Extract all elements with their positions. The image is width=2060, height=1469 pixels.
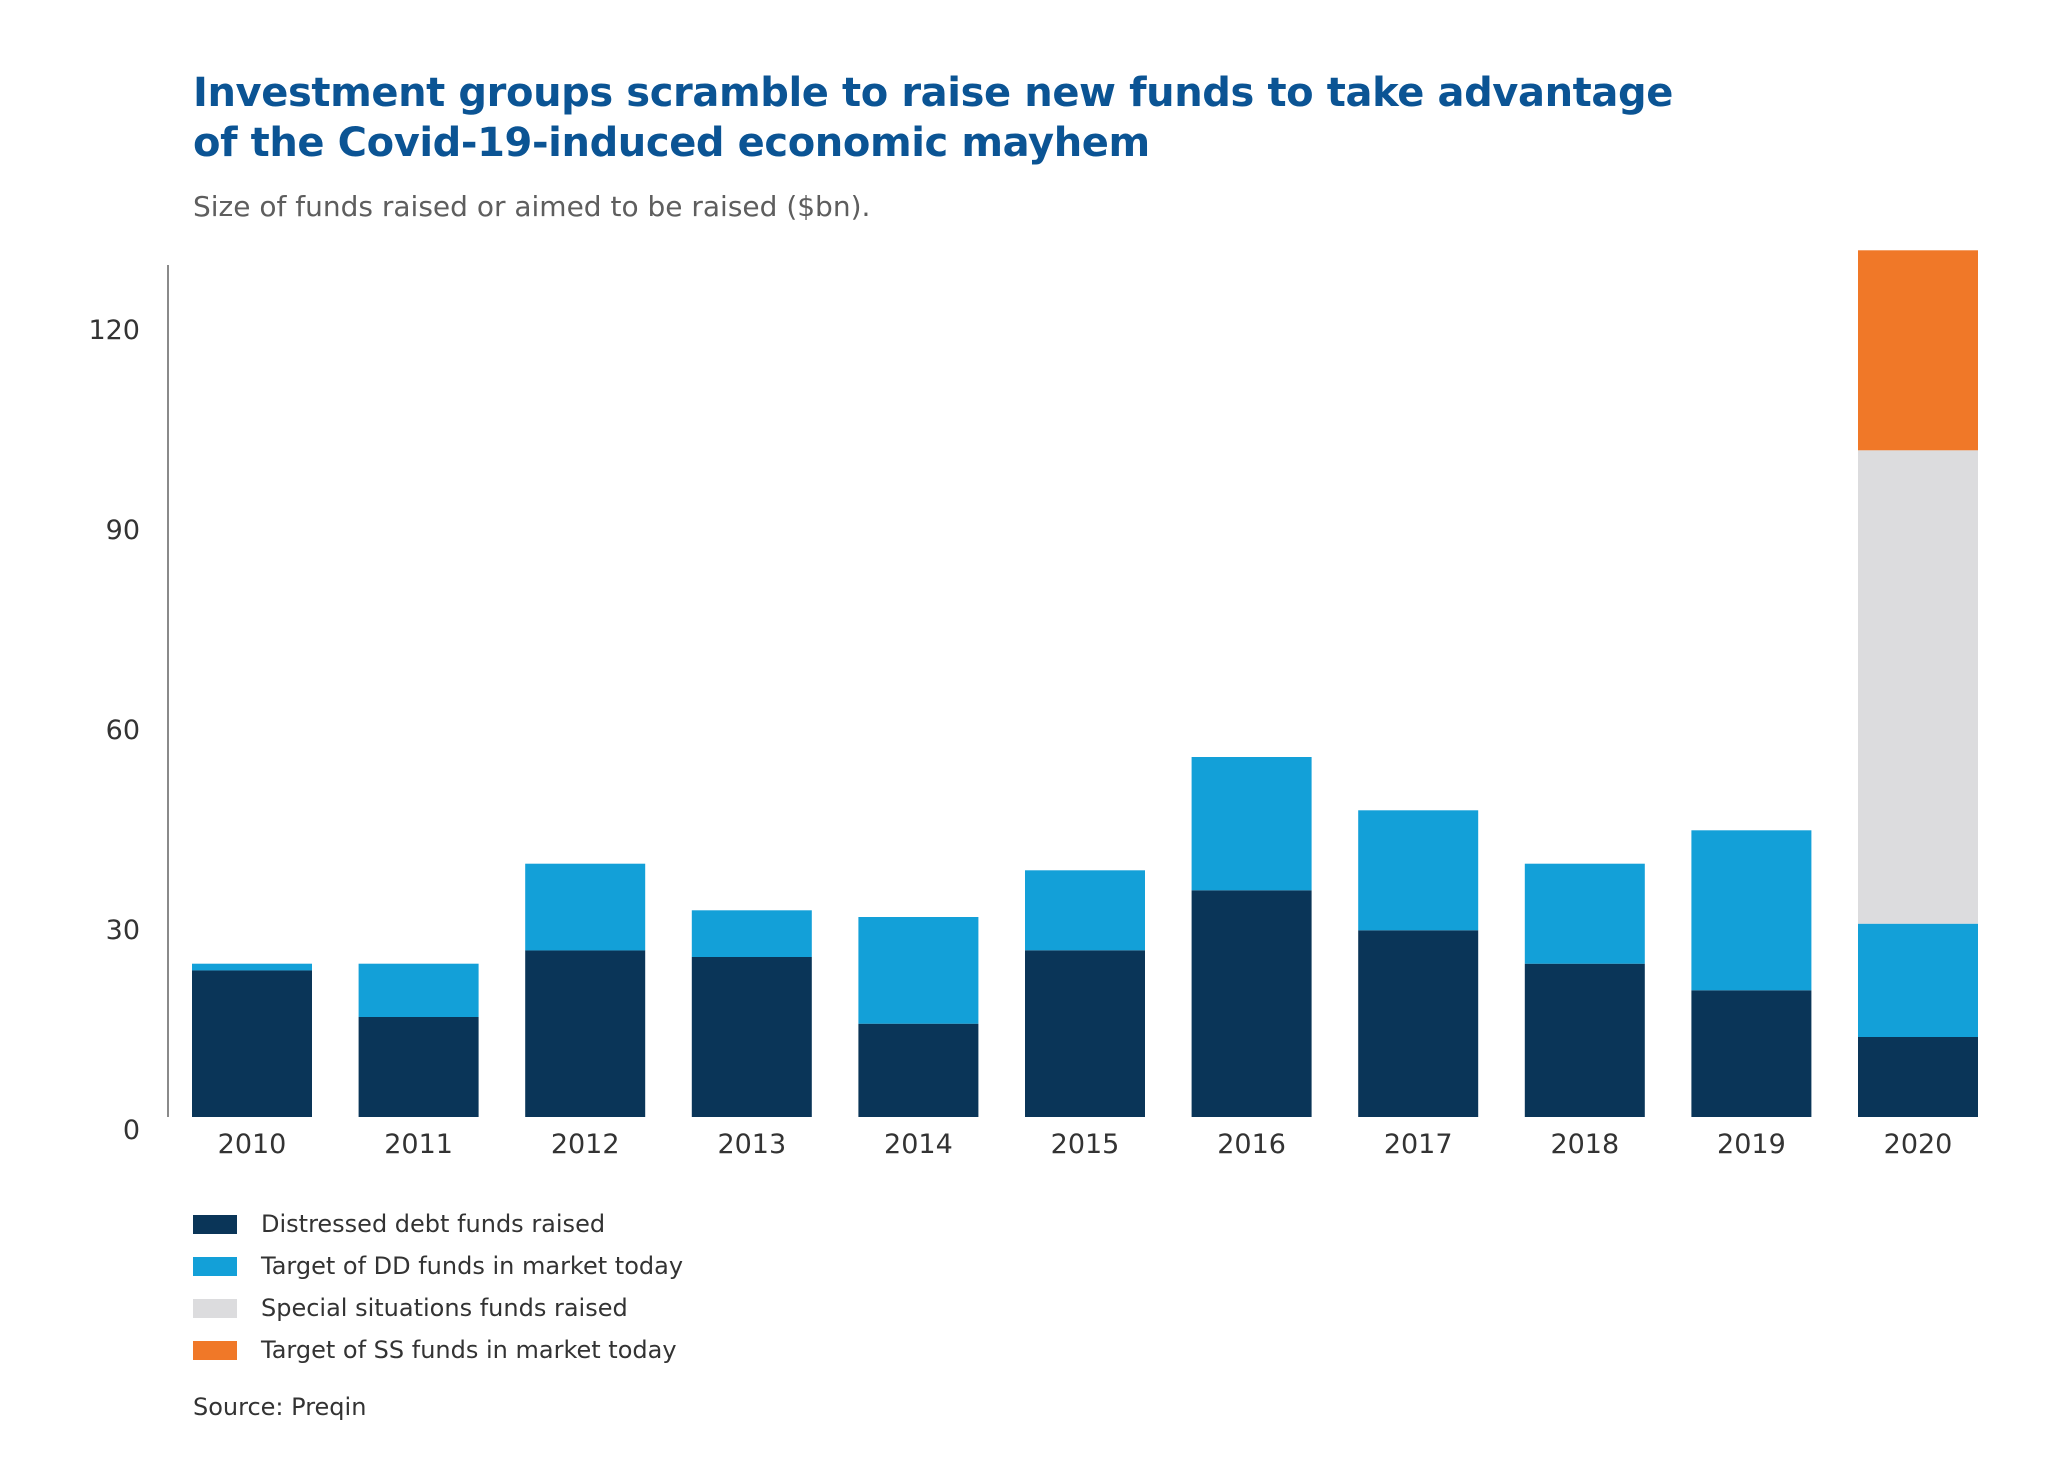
bar-2011-distressed-debt-funds-raised bbox=[358, 1017, 479, 1117]
bar-2014-target-of-dd-funds-in-market-today bbox=[858, 917, 979, 1024]
chart-title: Investment groups scramble to raise new … bbox=[193, 68, 1693, 168]
bar-2014-distressed-debt-funds-raised bbox=[858, 1023, 979, 1117]
bar-2020-special-situations-funds-raised bbox=[1858, 450, 1978, 924]
x-axis-tick-labels: 2010 2011 2012 2013 2014 2015 2016 2017 2018 2019… bbox=[218, 1129, 1953, 1160]
chart-title-line-2: of the Covid-19-induced economic mayhem bbox=[193, 120, 1150, 166]
x-tick-label-2018: 2018 bbox=[1550, 1129, 1619, 1160]
legend-swatch bbox=[193, 1256, 237, 1276]
bar-2013-distressed-debt-funds-raised bbox=[691, 957, 812, 1117]
legend-swatch bbox=[193, 1340, 237, 1360]
x-tick-label-2017: 2017 bbox=[1384, 1129, 1453, 1160]
x-tick-label-2014: 2014 bbox=[884, 1129, 953, 1160]
y-tick-label-90: 90 bbox=[106, 515, 140, 546]
y-tick-label-0: 0 bbox=[123, 1115, 140, 1146]
bar-2016-distressed-debt-funds-raised bbox=[1191, 890, 1312, 1117]
bar-area bbox=[192, 250, 1978, 1117]
chart-subtitle: Size of funds raised or aimed to be rais… bbox=[193, 190, 871, 223]
x-tick-label-2016: 2016 bbox=[1217, 1129, 1286, 1160]
legend-item-special-situations-funds-raised: Special situations funds raised bbox=[193, 1287, 683, 1329]
legend-swatch bbox=[193, 1298, 237, 1318]
bar-2015-target-of-dd-funds-in-market-today bbox=[1025, 870, 1145, 951]
legend-label: Special situations funds raised bbox=[261, 1294, 628, 1322]
bar-2019-distressed-debt-funds-raised bbox=[1691, 990, 1812, 1117]
x-tick-label-2020: 2020 bbox=[1884, 1129, 1953, 1160]
x-tick-label-2013: 2013 bbox=[717, 1129, 786, 1160]
legend-swatch bbox=[193, 1214, 237, 1234]
bar-2015-distressed-debt-funds-raised bbox=[1025, 950, 1145, 1117]
chart-title-line-1: Investment groups scramble to raise new … bbox=[193, 70, 1673, 116]
y-axis-tick-labels: 0 30 60 90 120 bbox=[88, 315, 140, 1146]
x-tick-label-2010: 2010 bbox=[218, 1129, 287, 1160]
bar-2018-target-of-dd-funds-in-market-today bbox=[1524, 863, 1645, 964]
x-tick-label-2012: 2012 bbox=[551, 1129, 620, 1160]
y-tick-label-120: 120 bbox=[88, 315, 140, 346]
bar-2012-distressed-debt-funds-raised bbox=[525, 950, 646, 1117]
legend-item-target-of-ss-funds-in-market-today: Target of SS funds in market today bbox=[193, 1329, 683, 1371]
bar-2020-distressed-debt-funds-raised bbox=[1858, 1037, 1978, 1117]
legend-label: Target of SS funds in market today bbox=[261, 1336, 677, 1364]
bar-2017-distressed-debt-funds-raised bbox=[1358, 930, 1479, 1117]
bar-2019-target-of-dd-funds-in-market-today bbox=[1691, 830, 1812, 991]
bar-2012-target-of-dd-funds-in-market-today bbox=[525, 863, 646, 951]
bar-2010-distressed-debt-funds-raised bbox=[192, 970, 312, 1117]
x-tick-label-2011: 2011 bbox=[384, 1129, 453, 1160]
chart-legend: Distressed debt funds raised Target of DD… bbox=[193, 1203, 683, 1371]
legend-item-target-of-dd-funds-in-market-today: Target of DD funds in market today bbox=[193, 1245, 683, 1287]
bar-2018-distressed-debt-funds-raised bbox=[1524, 963, 1645, 1117]
x-tick-label-2015: 2015 bbox=[1051, 1129, 1120, 1160]
legend-label: Distressed debt funds raised bbox=[261, 1210, 606, 1238]
bar-2020-target-of-dd-funds-in-market-today bbox=[1858, 923, 1978, 1037]
bar-2010-target-of-dd-funds-in-market-today bbox=[192, 963, 312, 971]
y-tick-label-60: 60 bbox=[106, 715, 140, 746]
bar-2011-target-of-dd-funds-in-market-today bbox=[358, 963, 479, 1017]
legend-item-distressed-debt-funds-raised: Distressed debt funds raised bbox=[193, 1203, 683, 1245]
bar-2013-target-of-dd-funds-in-market-today bbox=[691, 910, 812, 957]
bar-2020-target-of-ss-funds-in-market-today bbox=[1858, 250, 1978, 451]
bar-2017-target-of-dd-funds-in-market-today bbox=[1358, 810, 1479, 931]
bar-2016-target-of-dd-funds-in-market-today bbox=[1191, 757, 1312, 891]
source-note: Source: Preqin bbox=[193, 1393, 367, 1421]
y-tick-label-30: 30 bbox=[106, 915, 140, 946]
legend-label: Target of DD funds in market today bbox=[261, 1252, 684, 1280]
x-tick-label-2019: 2019 bbox=[1717, 1129, 1786, 1160]
